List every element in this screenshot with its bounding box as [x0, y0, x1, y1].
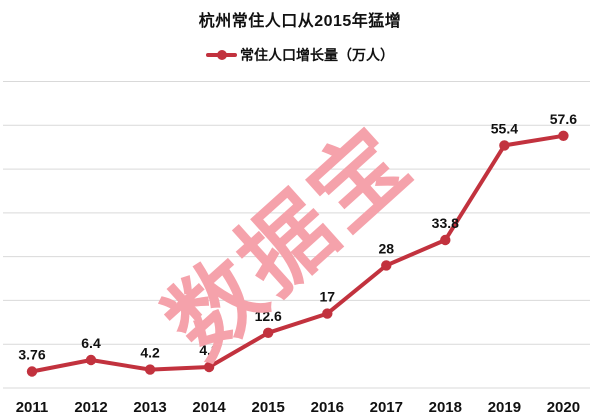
legend-line-marker-icon: [206, 50, 237, 60]
data-point: [263, 327, 274, 338]
data-point: [203, 361, 215, 373]
x-tick-label: 2012: [74, 399, 107, 416]
data-point: [499, 140, 510, 151]
series-line: [30, 133, 566, 374]
x-tick-label: 2011: [16, 399, 49, 416]
x-tick-label: 2020: [547, 399, 580, 416]
data-label: 12.6: [255, 308, 282, 324]
x-tick-label: 2017: [370, 399, 403, 416]
data-label: 17: [320, 289, 336, 305]
x-tick-label: 2013: [133, 399, 166, 416]
data-point: [558, 130, 569, 141]
chart-title: 杭州常住人口从2015年猛增: [198, 13, 402, 30]
data-point: [440, 234, 451, 246]
data-label: 3.76: [18, 347, 45, 363]
data-label: 57.6: [550, 111, 577, 127]
data-point: [26, 366, 38, 377]
legend-label: 常住人口增长量（万人）: [240, 47, 394, 63]
x-tick-label: 2015: [252, 399, 285, 416]
legend-dot-icon: [216, 50, 227, 60]
data-label: 6.4: [81, 335, 101, 351]
x-tick-label: 2016: [311, 399, 344, 416]
data-point: [322, 308, 333, 319]
x-tick-label: 2019: [488, 399, 521, 416]
legend: 常住人口增长量（万人）: [0, 45, 600, 65]
data-label: 28: [379, 240, 395, 256]
x-tick-label: 2018: [429, 399, 462, 416]
data-label: 4.8: [199, 342, 219, 358]
data-point: [381, 260, 392, 271]
data-label: 4.2: [140, 345, 160, 361]
data-label: 55.4: [491, 120, 518, 136]
data-point: [85, 354, 97, 366]
x-tick-label: 2014: [192, 399, 226, 416]
data-point: [144, 364, 156, 375]
data-label: 33.8: [432, 215, 459, 231]
